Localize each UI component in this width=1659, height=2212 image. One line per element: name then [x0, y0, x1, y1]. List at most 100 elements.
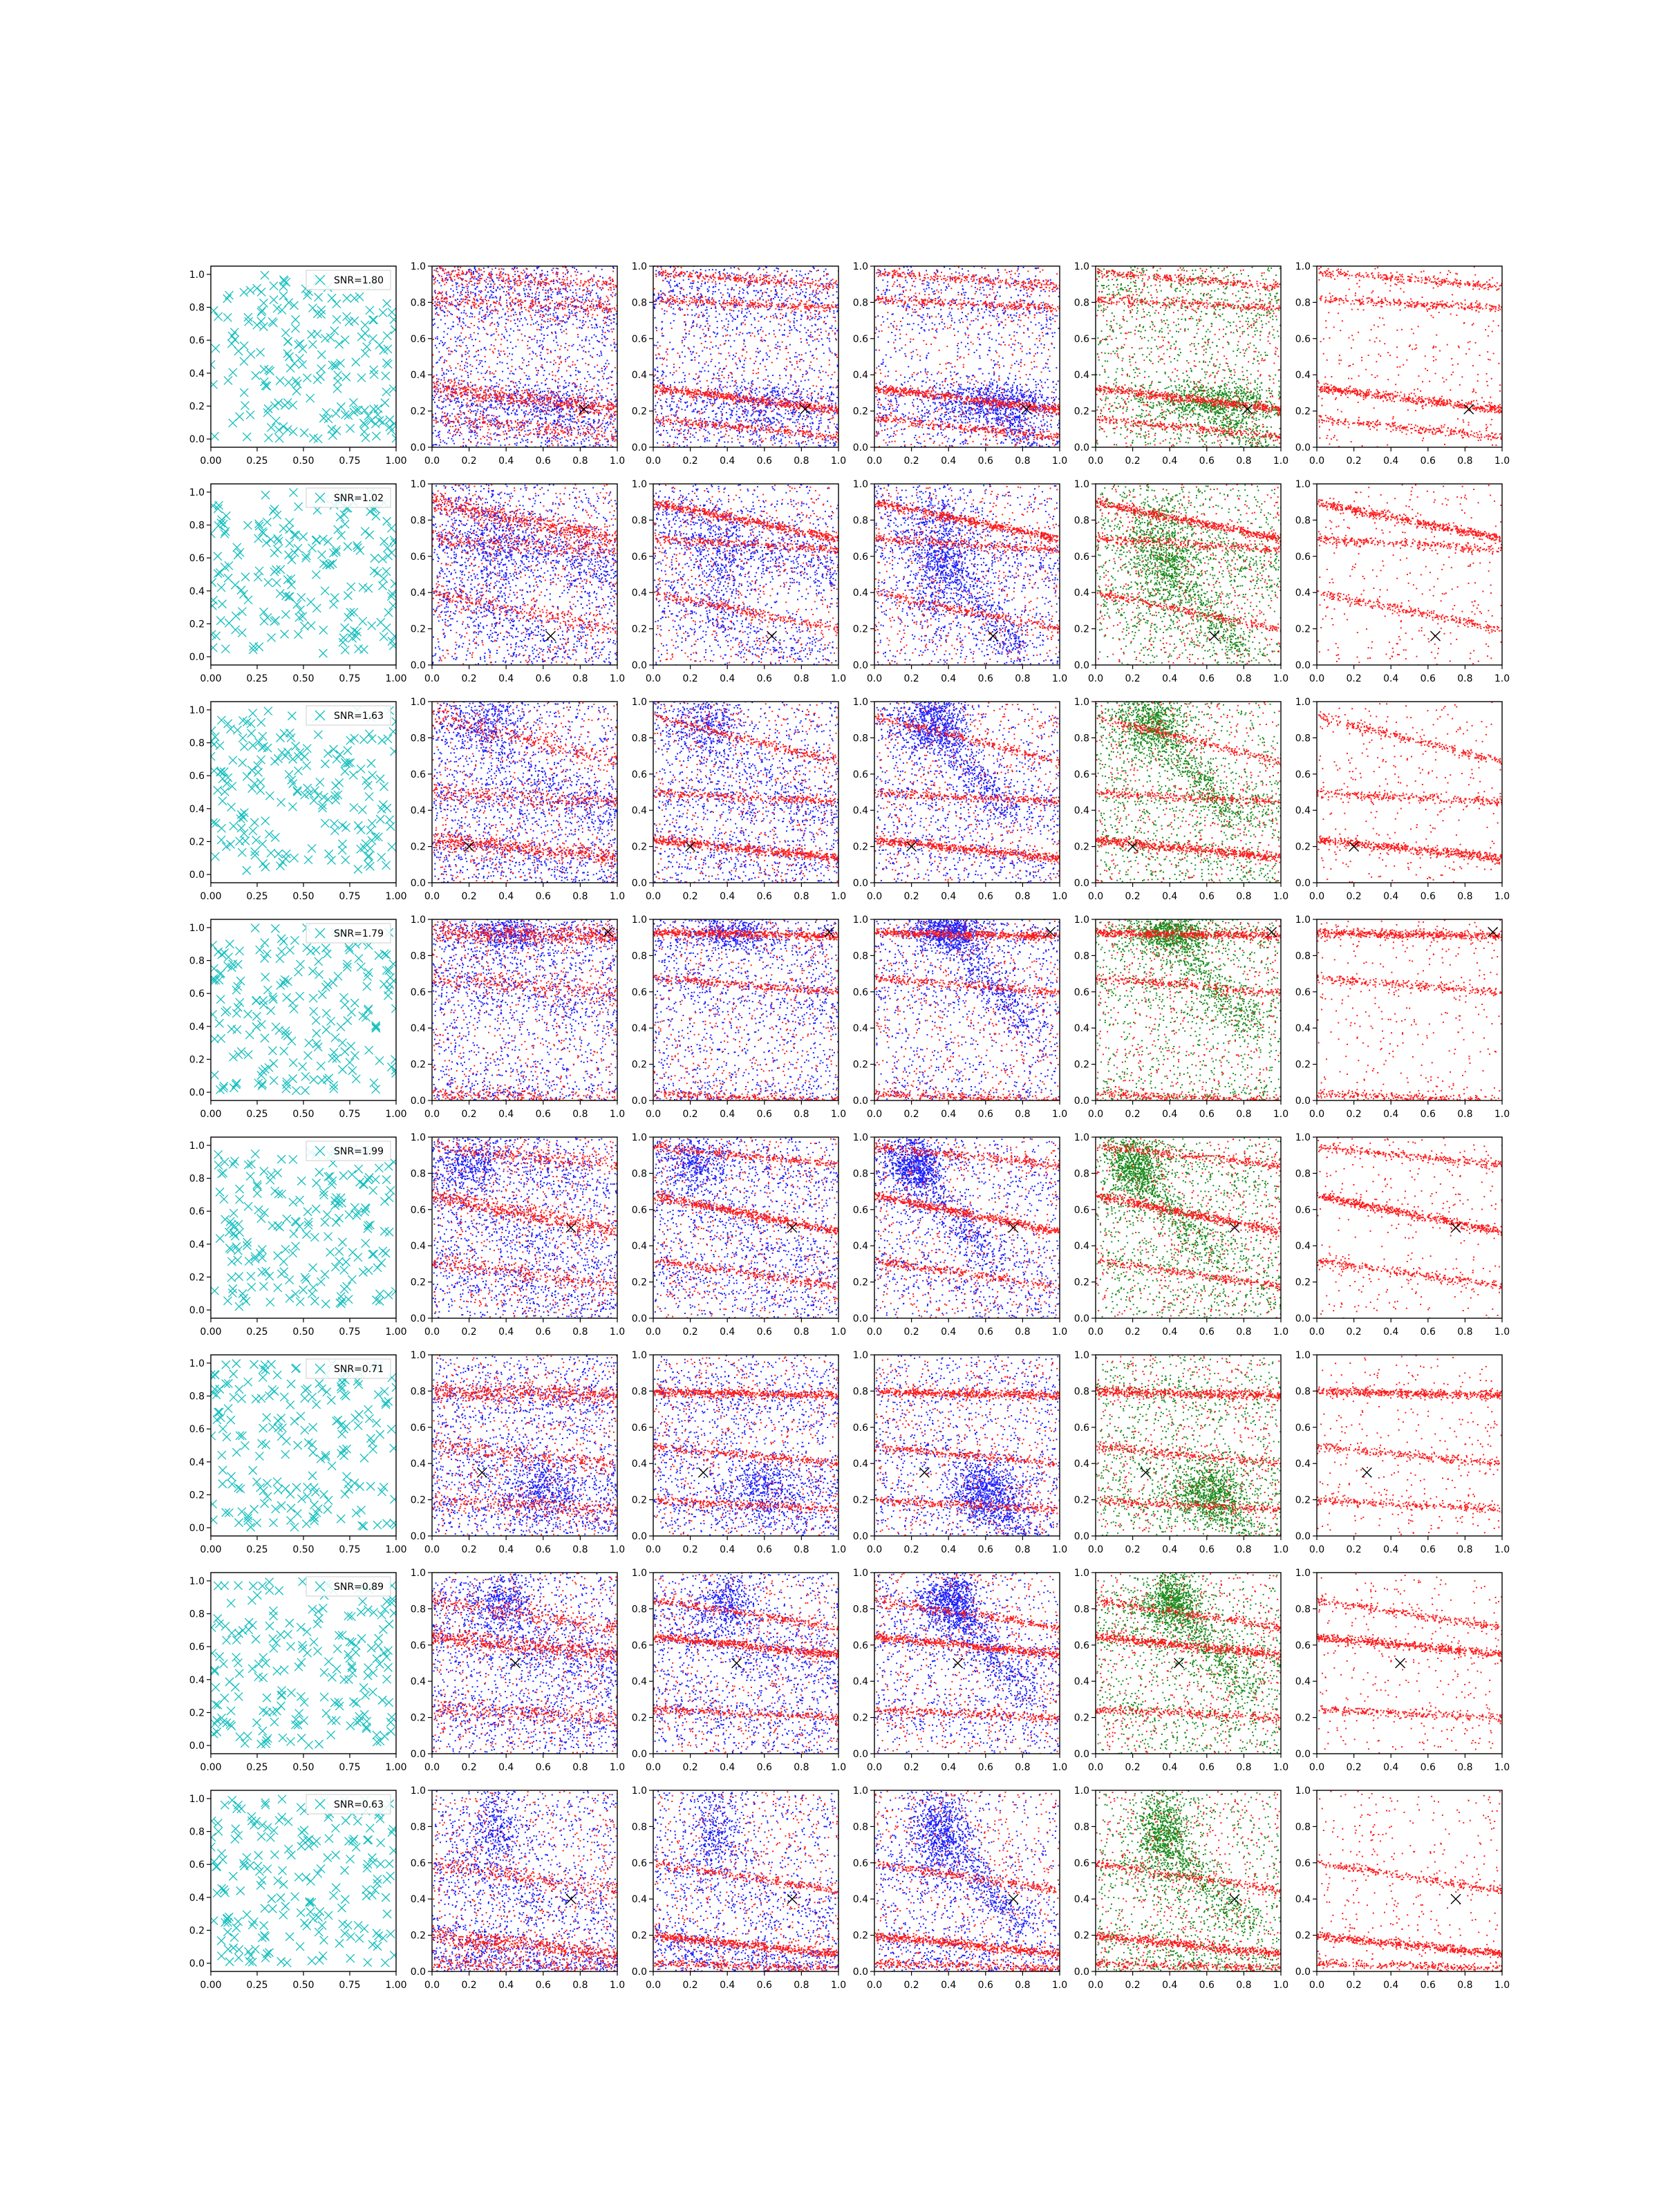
- data-point: [472, 423, 474, 424]
- data-point: [585, 309, 586, 310]
- data-point: [585, 281, 587, 283]
- data-point: [606, 452, 607, 453]
- data-point: [510, 341, 512, 343]
- data-point: [489, 281, 491, 282]
- data-point: [558, 459, 559, 460]
- data-point: [542, 281, 543, 282]
- data-point: [570, 411, 571, 413]
- data-point: [532, 293, 533, 294]
- data-point: [502, 274, 503, 275]
- data-point: [601, 330, 603, 331]
- data-point: [539, 275, 541, 276]
- data-point: [548, 402, 550, 403]
- panel-r1-c1-xtick-label: 0.50: [292, 456, 314, 467]
- panel-r1-c1-ytick-label: 0.2: [189, 401, 205, 412]
- data-point: [603, 426, 605, 427]
- data-point: [460, 393, 462, 394]
- data-point: [674, 429, 675, 431]
- data-point: [465, 388, 466, 389]
- data-point: [447, 389, 448, 391]
- data-point: [603, 320, 604, 321]
- data-point: [605, 308, 606, 310]
- data-point: [437, 293, 438, 294]
- data-point: [477, 280, 478, 281]
- data-point: [540, 281, 541, 283]
- data-point: [706, 320, 708, 321]
- data-point: [579, 297, 581, 298]
- data-point: [584, 435, 585, 437]
- data-point: [608, 418, 610, 419]
- data-point: [443, 337, 444, 338]
- data-point: [557, 387, 559, 388]
- data-point: [534, 297, 535, 299]
- data-point: [543, 335, 545, 336]
- data-point: [568, 286, 570, 288]
- data-point: [588, 364, 590, 365]
- data-point: [577, 416, 578, 418]
- data-point: [776, 291, 777, 292]
- data-point: [528, 403, 529, 404]
- data-point: [442, 411, 443, 413]
- data-point: [508, 308, 509, 310]
- data-point: [693, 296, 695, 297]
- data-point: [662, 374, 664, 375]
- data-point: [493, 288, 494, 289]
- data-point: [779, 375, 780, 376]
- panel-r1-c1-xtick-label: 0.75: [339, 456, 360, 467]
- data-point: [529, 294, 530, 295]
- cyan-point: [364, 412, 373, 420]
- data-point: [540, 418, 541, 420]
- data-point: [570, 409, 571, 410]
- data-point: [779, 299, 780, 301]
- data-point: [483, 271, 485, 272]
- data-point: [566, 333, 568, 335]
- data-point: [494, 439, 496, 440]
- data-point: [485, 349, 487, 350]
- data-point: [552, 319, 554, 320]
- data-point: [700, 337, 701, 339]
- data-point: [449, 400, 451, 401]
- data-point: [550, 281, 551, 282]
- data-point: [446, 264, 447, 265]
- data-point: [449, 379, 450, 381]
- data-point: [583, 405, 585, 406]
- data-point: [474, 356, 475, 357]
- data-point: [719, 303, 720, 304]
- data-point: [526, 406, 527, 407]
- data-point: [557, 445, 559, 447]
- data-point: [606, 407, 607, 409]
- data-point: [580, 282, 581, 283]
- data-point: [590, 403, 592, 404]
- panel-r1-c3-xtick-label: 1.0: [831, 456, 846, 467]
- data-point: [774, 347, 776, 348]
- data-point: [519, 330, 521, 331]
- data-point: [557, 324, 559, 326]
- data-point: [611, 350, 612, 351]
- data-point: [741, 375, 742, 376]
- data-point: [460, 326, 462, 327]
- data-point: [612, 384, 614, 386]
- data-point: [532, 319, 533, 320]
- data-point: [582, 290, 583, 291]
- data-point: [539, 276, 541, 278]
- data-point: [603, 373, 605, 374]
- data-point: [509, 353, 510, 355]
- data-point: [459, 320, 460, 321]
- data-point: [563, 421, 565, 422]
- data-point: [465, 286, 467, 288]
- data-point: [522, 324, 523, 326]
- data-point: [499, 277, 500, 279]
- data-point: [492, 350, 494, 352]
- data-point: [594, 438, 596, 440]
- data-point: [489, 371, 491, 373]
- data-point: [456, 286, 458, 288]
- data-point: [518, 400, 520, 402]
- data-point: [437, 338, 438, 339]
- data-point: [532, 310, 534, 311]
- data-point: [516, 402, 518, 403]
- data-point: [496, 303, 497, 304]
- panel-r1-c2-ytick-label: 0.8: [411, 297, 426, 308]
- data-point: [586, 428, 588, 429]
- data-point: [597, 449, 599, 450]
- cyan-point: [349, 398, 357, 406]
